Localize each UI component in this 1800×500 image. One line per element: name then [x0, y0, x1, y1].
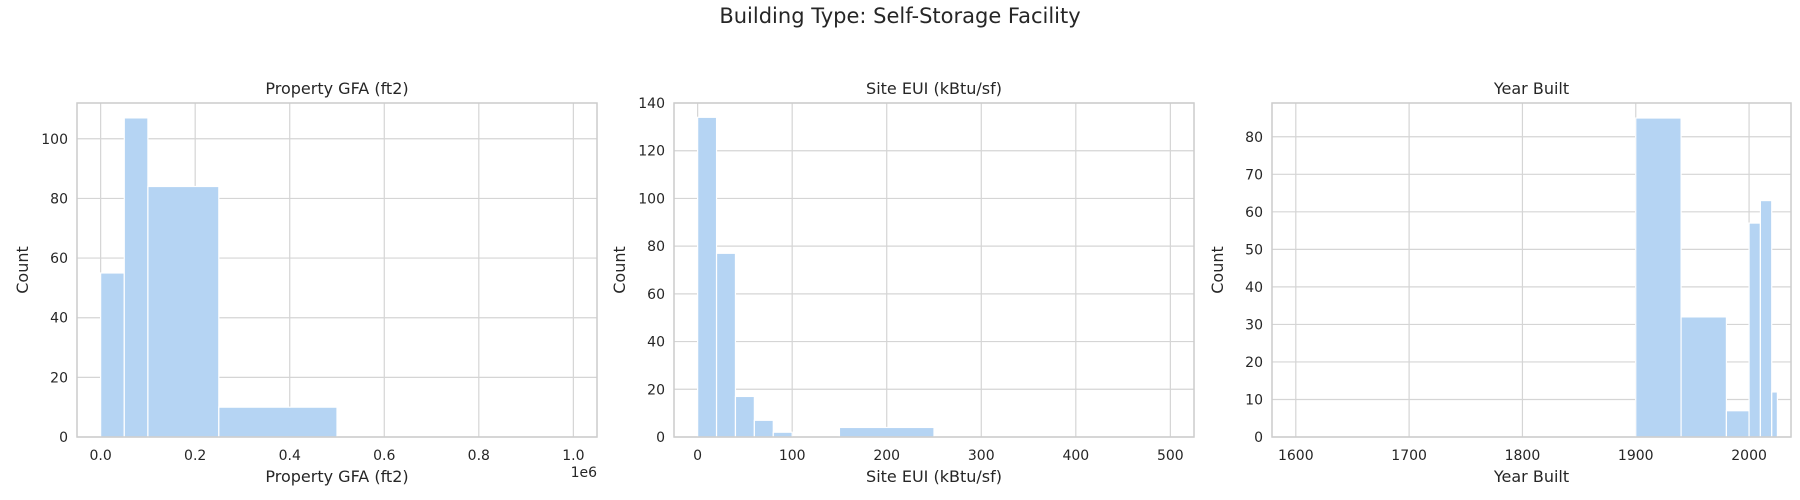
histogram-bar	[753, 419, 774, 438]
x-tick-label: 1700	[1391, 448, 1427, 464]
y-tick-label: 20	[50, 370, 68, 386]
histogram-bar	[1771, 391, 1779, 438]
y-tick-label: 60	[647, 287, 665, 303]
x-tick-label: 0	[693, 448, 702, 464]
y-tick-label: 20	[1245, 355, 1263, 371]
y-tick-label: 80	[647, 239, 665, 255]
panel-title: Site EUI (kBtu/sf)	[866, 79, 1002, 98]
panel-title: Property GFA (ft2)	[265, 79, 408, 98]
y-tick-label: 80	[50, 191, 68, 207]
y-tick-label: 100	[41, 132, 68, 148]
histogram-bar	[1748, 222, 1762, 438]
histogram-bar	[1680, 316, 1728, 438]
histogram-bar	[838, 426, 935, 438]
histogram-bar	[1759, 199, 1773, 438]
y-tick-label: 100	[638, 191, 665, 207]
figure-suptitle: Building Type: Self-Storage Facility	[719, 4, 1081, 28]
y-axis-label: Count	[1208, 246, 1227, 294]
histogram-panel-2: 0 20 40 60 80 100 120 140 0 100 200 300 400 500 Site E…	[610, 79, 1195, 486]
x-tick-label: 0.8	[468, 448, 490, 464]
x-tick-label: 200	[873, 448, 900, 464]
y-tick-label: 0	[59, 430, 68, 446]
y-tick-label: 40	[1245, 280, 1263, 296]
x-tick-label: 1.0	[562, 448, 584, 464]
x-tick-label: 1600	[1278, 448, 1314, 464]
histogram-bar	[218, 406, 338, 438]
y-tick-label: 120	[638, 144, 665, 160]
x-tick-label: 100	[779, 448, 806, 464]
histogram-bar	[1635, 117, 1682, 438]
axes-frame	[76, 102, 598, 438]
axes-frame	[673, 102, 1195, 438]
x-tick-label: 400	[1062, 448, 1089, 464]
x-axis-label: Property GFA (ft2)	[265, 467, 408, 486]
y-tick-label: 30	[1245, 317, 1263, 333]
histogram-bar	[1725, 410, 1750, 438]
histogram-bar	[715, 252, 737, 438]
y-tick-label: 10	[1245, 392, 1263, 408]
x-axis-label: Year Built	[1493, 467, 1569, 486]
x-tick-label: 2000	[1731, 448, 1767, 464]
y-axis-label: Count	[610, 246, 629, 294]
x-tick-label: 1900	[1618, 448, 1654, 464]
y-tick-label: 70	[1245, 167, 1263, 183]
y-tick-label: 40	[647, 335, 665, 351]
x-tick-label: 0.6	[373, 448, 395, 464]
x-offset-label: 1e6	[571, 465, 598, 481]
y-tick-label: 60	[1245, 205, 1263, 221]
histogram-bar	[697, 116, 718, 438]
x-tick-label: 300	[968, 448, 995, 464]
x-axis-label: Site EUI (kBtu/sf)	[866, 467, 1002, 486]
x-tick-label: 500	[1157, 448, 1184, 464]
x-tick-label: 1800	[1505, 448, 1541, 464]
y-tick-label: 80	[1245, 130, 1263, 146]
histogram-bar	[123, 117, 149, 438]
histogram-bar	[147, 185, 220, 438]
histogram-bar	[100, 272, 125, 438]
y-tick-label: 60	[50, 251, 68, 267]
histogram-panel-3: 0 10 20 30 40 50 60 70 80 1600 1700 1800 1900 2000 Yea…	[1208, 79, 1792, 486]
histogram-bar	[734, 395, 755, 438]
y-tick-label: 50	[1245, 242, 1263, 258]
panel-title: Year Built	[1493, 79, 1569, 98]
y-tick-label: 40	[50, 311, 68, 327]
x-tick-label: 0.2	[184, 448, 206, 464]
y-tick-label: 0	[656, 430, 665, 446]
axes-frame	[1271, 102, 1792, 438]
x-tick-label: 0.4	[279, 448, 301, 464]
y-tick-label: 140	[638, 96, 665, 112]
y-tick-label: 0	[1254, 430, 1263, 446]
y-tick-label: 20	[647, 382, 665, 398]
x-tick-label: 0.0	[90, 448, 112, 464]
y-axis-label: Count	[13, 246, 32, 294]
